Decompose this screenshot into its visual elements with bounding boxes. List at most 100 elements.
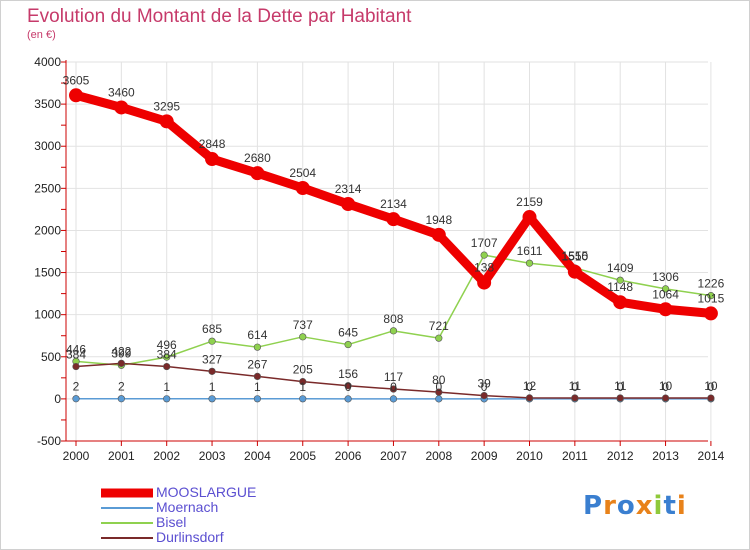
data-point-moernach [72, 395, 80, 403]
data-point-bisel [707, 292, 715, 300]
data-point-durlinsdorf [571, 394, 579, 402]
data-label-bisel: 1226 [698, 277, 725, 291]
data-label-bisel: 496 [157, 338, 177, 352]
data-label-bisel: 737 [293, 318, 313, 332]
data-label-bisel: 1611 [517, 244, 543, 258]
data-label-durlinsdorf: 156 [338, 367, 358, 381]
data-point-bisel [299, 333, 307, 341]
data-point-mooslargue [477, 275, 492, 290]
data-point-durlinsdorf [707, 394, 715, 402]
data-point-mooslargue [431, 227, 446, 242]
axis-layer: -500050010001500200025003000350040002000… [34, 55, 724, 463]
data-point-mooslargue [69, 88, 83, 103]
data-label-mooslargue: 2504 [289, 166, 316, 180]
data-point-moernach [117, 395, 125, 403]
data-label-moernach: 0 [708, 380, 715, 394]
data-label-mooslargue: 1015 [698, 291, 725, 305]
y-tick-label: 500 [41, 350, 61, 364]
data-label-moernach: 1 [299, 380, 306, 394]
legend-swatch-mooslargue [101, 488, 153, 497]
data-point-durlinsdorf [435, 388, 443, 396]
data-point-bisel [480, 251, 488, 259]
y-tick-label: 1500 [34, 266, 61, 280]
legend-label-moernach: Moernach [156, 499, 219, 515]
x-tick-label: 2005 [289, 449, 316, 463]
data-label-moernach: 0 [662, 380, 669, 394]
y-tick-label: 0 [54, 392, 61, 406]
data-point-moernach [435, 395, 443, 403]
legend-label-mooslargue: MOOSLARGUE [156, 484, 257, 500]
data-point-bisel [208, 337, 216, 345]
chart-title: Evolution du Montant de la Dette par Hab… [27, 6, 412, 27]
x-tick-label: 2004 [244, 449, 271, 463]
data-label-mooslargue: 2680 [244, 151, 271, 165]
x-tick-label: 2013 [652, 449, 679, 463]
data-label-mooslargue: 3295 [153, 99, 180, 113]
legend-swatch-moernach [101, 506, 153, 509]
data-label-moernach: 0 [435, 380, 442, 394]
data-label-mooslargue: 2134 [380, 197, 407, 211]
data-point-durlinsdorf [616, 394, 624, 402]
legend-swatch-durlinsdorf [101, 536, 153, 539]
x-tick-label: 2011 [562, 449, 588, 463]
data-label-durlinsdorf: 267 [247, 357, 267, 371]
data-point-durlinsdorf [253, 372, 261, 381]
data-point-durlinsdorf [480, 392, 488, 400]
series-layer [69, 88, 718, 403]
y-tick-label: 2000 [34, 223, 61, 237]
data-point-mooslargue [205, 152, 220, 167]
data-point-mooslargue [613, 295, 628, 310]
data-point-moernach [208, 395, 216, 403]
x-tick-label: 2009 [471, 449, 498, 463]
data-label-durlinsdorf: 12 [523, 379, 537, 393]
data-label-durlinsdorf: 10 [659, 379, 673, 393]
data-label-bisel: 685 [202, 322, 222, 336]
data-label-moernach: 0 [526, 380, 533, 394]
data-label-bisel: 808 [383, 312, 403, 326]
data-label-moernach: 2 [73, 380, 80, 394]
data-label-mooslargue: 2159 [516, 195, 543, 209]
y-tick-label: 4000 [34, 55, 61, 69]
data-label-bisel: 721 [429, 319, 449, 333]
data-label-mooslargue: 3605 [63, 73, 90, 87]
y-tick-label: 3000 [34, 139, 61, 153]
y-tick-label: 2500 [34, 181, 61, 195]
data-label-bisel: 1409 [607, 261, 634, 275]
x-tick-label: 2012 [607, 449, 634, 463]
x-tick-label: 2007 [380, 449, 407, 463]
data-point-durlinsdorf [117, 359, 125, 367]
data-label-moernach: 0 [481, 380, 488, 394]
data-label-mooslargue: 2314 [335, 182, 362, 196]
brand-logo-letter: x [635, 491, 654, 521]
data-label-bisel: 1707 [471, 236, 498, 250]
data-label-mooslargue: 1064 [652, 287, 679, 301]
data-label-bisel: 645 [338, 326, 358, 340]
data-label-durlinsdorf: 11 [569, 379, 582, 393]
brand-logo: Proxiti [583, 491, 687, 521]
data-label-moernach: 1 [254, 380, 261, 394]
y-tick-label: 1000 [34, 308, 61, 322]
data-point-moernach [253, 395, 261, 403]
legend-swatch-bisel [101, 521, 153, 524]
data-point-moernach [163, 395, 171, 403]
data-point-bisel [253, 343, 261, 351]
x-tick-label: 2003 [199, 449, 226, 463]
data-label-durlinsdorf: 422 [111, 344, 131, 358]
y-tick-label: 3500 [34, 97, 61, 111]
data-point-bisel [525, 259, 534, 267]
brand-logo-letter: i [676, 491, 687, 521]
data-point-moernach [299, 395, 307, 403]
y-tick-label: -500 [37, 434, 61, 448]
data-point-durlinsdorf [299, 378, 307, 386]
data-point-mooslargue [386, 212, 401, 227]
data-point-bisel [616, 276, 624, 284]
legend-label-bisel: Bisel [156, 514, 187, 530]
data-point-mooslargue [658, 302, 673, 317]
data-label-mooslargue: 1948 [425, 213, 452, 227]
data-label-moernach: 2 [118, 380, 125, 394]
brand-logo-letter: P [583, 491, 604, 521]
data-label-durlinsdorf: 11 [614, 379, 627, 393]
x-tick-label: 2014 [698, 449, 725, 463]
